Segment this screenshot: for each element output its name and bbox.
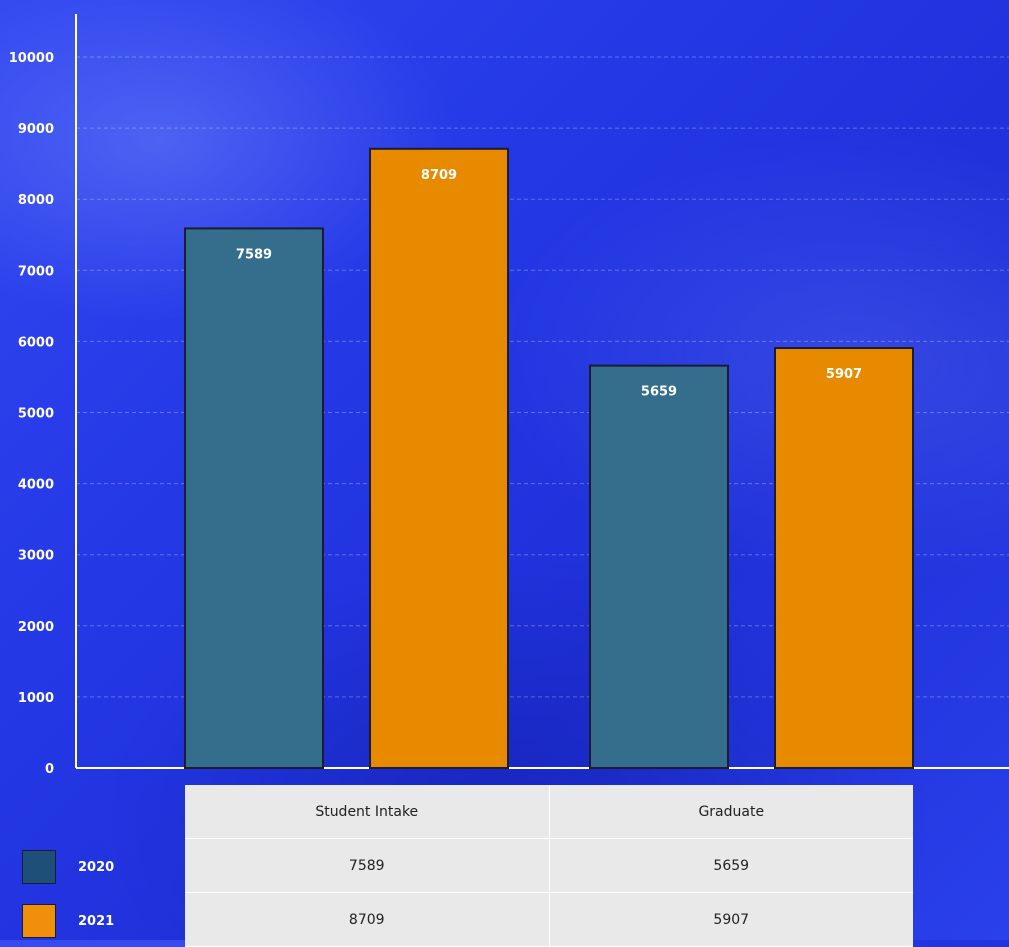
table-header-row: Student Intake Graduate [185, 785, 913, 839]
y-tick-label: 0 [45, 762, 54, 777]
data-table: Student Intake Graduate 7589 5659 8709 5… [185, 785, 913, 947]
bar-value-label: 5907 [826, 367, 862, 382]
y-tick-labels: 0 1000 2000 3000 4000 5000 6000 7000 8000 9000 100… [9, 51, 54, 777]
y-tick-label: 1000 [18, 691, 54, 706]
y-tick-label: 8000 [18, 193, 54, 208]
legend-swatch-2020 [22, 850, 56, 884]
legend-label-2020: 2020 [78, 859, 115, 875]
bar-2020-student-intake [184, 227, 324, 769]
bar-value-label: 5659 [641, 385, 677, 400]
y-tick-label: 9000 [18, 122, 54, 137]
bar-value-label: 8709 [421, 168, 457, 183]
legend-swatch-2021 [22, 904, 56, 938]
table-row-2021: 8709 5907 [185, 892, 913, 947]
table-header-student-intake: Student Intake [185, 785, 550, 839]
bar-data-labels: 7589 8709 5659 5907 [236, 168, 862, 400]
bar-2021-graduate [774, 347, 914, 769]
table-cell: 5907 [549, 892, 913, 947]
y-tick-label: 5000 [18, 407, 54, 422]
legend-item-2021: 2021 [22, 903, 114, 939]
table-cell: 8709 [185, 892, 550, 947]
y-tick-label: 6000 [18, 335, 54, 350]
y-tick-label: 2000 [18, 620, 54, 635]
bar-chart: 0 1000 2000 3000 4000 5000 6000 7000 8000 9000 100… [9, 51, 914, 777]
legend-label-2021: 2021 [78, 913, 115, 929]
y-tick-label: 7000 [18, 264, 54, 279]
legend-item-2020: 2020 [22, 849, 114, 885]
table-header-graduate: Graduate [549, 785, 913, 839]
y-tick-label: 4000 [18, 478, 54, 493]
bar-2020-graduate [589, 364, 729, 769]
y-tick-label: 3000 [18, 549, 54, 564]
table-cell: 7589 [185, 838, 550, 893]
table-cell: 5659 [549, 838, 913, 893]
bar-2021-student-intake [369, 147, 509, 769]
bar-value-label: 7589 [236, 247, 272, 262]
table-row-2020: 7589 5659 [185, 838, 913, 893]
y-tick-label: 10000 [9, 51, 54, 66]
bars [184, 147, 914, 769]
